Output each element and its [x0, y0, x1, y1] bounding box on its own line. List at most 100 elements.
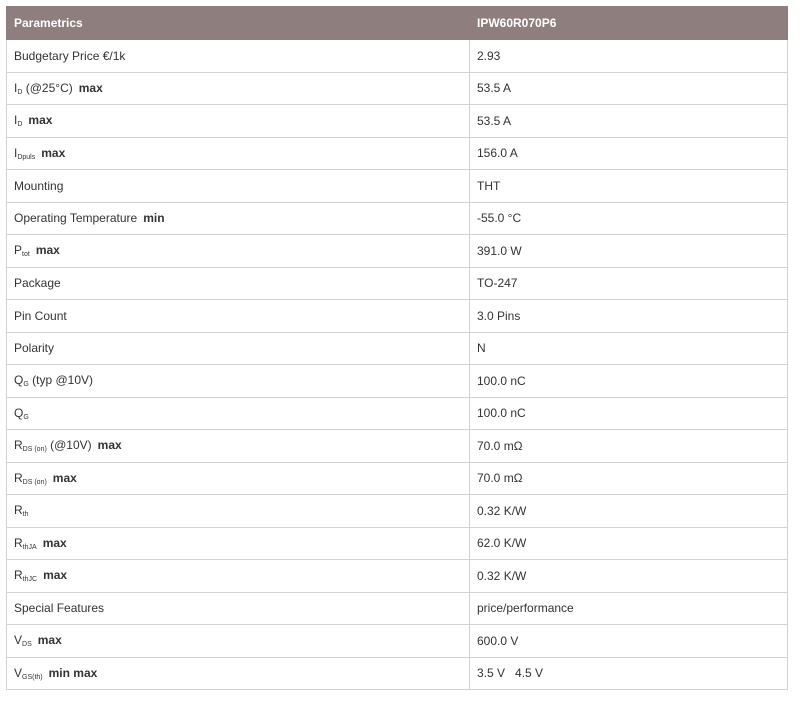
parameter-subscript: G	[23, 413, 29, 421]
parameter-condition: (@10V)	[46, 438, 92, 453]
parameter-name: RDS (on) (@10V) max	[6, 429, 470, 463]
parameter-qualifier: max	[52, 470, 77, 485]
parameter-name: RthJA max	[6, 526, 470, 560]
parameter-symbol: R	[14, 535, 23, 550]
parameter-name: Special Features	[6, 591, 470, 625]
parameter-value: 62.0 K/W	[469, 526, 788, 560]
parameter-value: 0.32 K/W	[469, 559, 788, 593]
parameter-subscript: thJC	[22, 576, 38, 584]
parameter-name: ID (@25°C) max	[6, 71, 470, 105]
parameter-symbol: R	[14, 503, 23, 518]
parameter-value: 100.0 nC	[469, 364, 788, 398]
table-row: VGS(th) min max 3.5 V 4.5 V	[6, 656, 788, 690]
parameter-name: Mounting	[6, 169, 470, 203]
parameter-subscript: D	[17, 88, 23, 96]
parameter-value: 2.93	[469, 39, 788, 73]
parameter-symbol: Special Features	[14, 601, 105, 616]
parameter-name: Budgetary Price €/1k	[6, 39, 470, 73]
parameter-symbol: Operating Temperature	[14, 211, 138, 226]
parameter-name: Operating Temperature min	[6, 201, 470, 235]
parameter-name: Pin Count	[6, 299, 470, 333]
parameter-value: 600.0 V	[469, 624, 788, 658]
parameter-name: Polarity	[6, 331, 470, 365]
parameter-name: IDpuls max	[6, 136, 470, 170]
parameter-subscript: DS	[22, 641, 32, 649]
table-row: QG (typ @10V) 100.0 nC	[6, 364, 788, 398]
parameter-name: Rth	[6, 494, 470, 528]
table-row: Budgetary Price €/1k 2.93	[6, 39, 788, 73]
parametrics-table: Parametrics IPW60R070P6 Budgetary Price …	[6, 6, 788, 690]
parameter-qualifier: max	[43, 568, 68, 583]
parameter-symbol: I	[14, 113, 18, 128]
parameter-symbol: Q	[14, 373, 24, 388]
parameter-qualifier: max	[41, 145, 66, 160]
parameter-value: N	[469, 331, 788, 365]
parameter-qualifier: min	[143, 211, 165, 226]
parameter-condition: (typ @10V)	[28, 373, 93, 388]
parameter-symbol: Pin Count	[14, 308, 67, 323]
parameter-qualifier: max	[97, 438, 122, 453]
table-row: Polarity N	[6, 331, 788, 365]
parameter-subscript: D	[17, 121, 23, 129]
parameter-symbol: Q	[14, 405, 24, 420]
parameter-value: THT	[469, 169, 788, 203]
table-row: ID max 53.5 A	[6, 104, 788, 138]
parameter-subscript: DS (on)	[22, 446, 47, 454]
parameter-symbol: I	[14, 80, 18, 95]
parameter-subscript: GS(th)	[22, 673, 43, 681]
parameter-qualifier: max	[37, 633, 62, 648]
parameter-value: TO-247	[469, 266, 788, 300]
parameter-symbol: Polarity	[14, 341, 55, 356]
parameter-symbol: R	[14, 438, 23, 453]
parameter-name: VDS max	[6, 624, 470, 658]
table-row: ID (@25°C) max 53.5 A	[6, 71, 788, 105]
table-row: Ptot max 391.0 W	[6, 234, 788, 268]
table-row: RthJC max 0.32 K/W	[6, 559, 788, 593]
header-parametrics: Parametrics	[6, 6, 470, 40]
parameter-value: 391.0 W	[469, 234, 788, 268]
table-row: Pin Count 3.0 Pins	[6, 299, 788, 333]
parameter-value: 0.32 K/W	[469, 494, 788, 528]
parameter-symbol: P	[14, 243, 23, 258]
parameter-subscript: G	[23, 381, 29, 389]
parameter-qualifier: max	[28, 113, 53, 128]
parameter-symbol: Package	[14, 276, 61, 291]
table-row: RDS (on) max 70.0 mΩ	[6, 461, 788, 495]
parameter-value: 70.0 mΩ	[469, 461, 788, 495]
parameter-value: -55.0 °C	[469, 201, 788, 235]
table-row: Special Features price/performance	[6, 591, 788, 625]
table-row: Mounting THT	[6, 169, 788, 203]
parameter-name: VGS(th) min max	[6, 656, 470, 690]
parameter-value: 3.0 Pins	[469, 299, 788, 333]
parameter-symbol: R	[14, 568, 23, 583]
parameter-value: 53.5 A	[469, 104, 788, 138]
parameter-symbol: V	[14, 633, 23, 648]
parameter-subscript: DS (on)	[22, 478, 47, 486]
parameter-value: 70.0 mΩ	[469, 429, 788, 463]
parameter-subscript: tot	[22, 251, 30, 259]
parameter-value: price/performance	[469, 591, 788, 625]
parameter-name: ID max	[6, 104, 470, 138]
parameter-qualifier: max	[35, 243, 60, 258]
table-row: IDpuls max 156.0 A	[6, 136, 788, 170]
parameter-value: 100.0 nC	[469, 396, 788, 430]
parameter-value: 3.5 V 4.5 V	[469, 656, 788, 690]
table-row: RthJA max 62.0 K/W	[6, 526, 788, 560]
parameter-name: RDS (on) max	[6, 461, 470, 495]
table-row: VDS max 600.0 V	[6, 624, 788, 658]
parameter-subscript: thJA	[22, 543, 37, 551]
table-row: Operating Temperature min -55.0 °C	[6, 201, 788, 235]
parameter-name: Ptot max	[6, 234, 470, 268]
parameter-qualifier: max	[78, 80, 103, 95]
parameter-symbol: Budgetary Price €/1k	[14, 48, 126, 63]
table-row: Rth 0.32 K/W	[6, 494, 788, 528]
parameter-name: RthJC max	[6, 559, 470, 593]
parameter-symbol: V	[14, 665, 23, 680]
parameter-condition: (@25°C)	[22, 80, 73, 95]
table-row: QG 100.0 nC	[6, 396, 788, 430]
header-part-number: IPW60R070P6	[469, 6, 788, 40]
parameter-name: Package	[6, 266, 470, 300]
parameter-name: QG	[6, 396, 470, 430]
parameter-qualifier: max	[42, 535, 67, 550]
parameter-value: 53.5 A	[469, 71, 788, 105]
